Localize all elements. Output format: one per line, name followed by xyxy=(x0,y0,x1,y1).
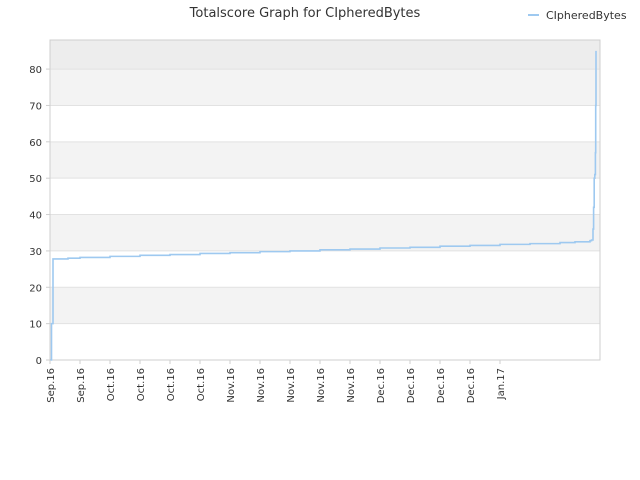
x-tick-label: Dec.16 xyxy=(466,368,477,403)
x-tick-label: Nov.16 xyxy=(256,368,267,403)
x-tick-label: Oct.16 xyxy=(166,368,177,401)
y-tick-label: 70 xyxy=(29,101,42,112)
plot-band xyxy=(50,287,600,324)
x-tick-label: Sep.16 xyxy=(76,368,87,403)
y-tick-label: 20 xyxy=(29,283,42,294)
x-tick-label: Sep.16 xyxy=(46,368,57,403)
plot-border xyxy=(49,39,601,361)
y-tick-label: 0 xyxy=(36,356,42,367)
plot-bands xyxy=(50,40,600,360)
x-tick-label: Nov.16 xyxy=(346,368,357,403)
chart-title: Totalscore Graph for CIpheredBytes xyxy=(189,6,421,21)
series-line xyxy=(50,50,597,361)
x-tick-label: Jan.17 xyxy=(496,368,507,400)
x-tick-label: Nov.16 xyxy=(226,368,237,403)
plot-band xyxy=(50,214,600,251)
x-tick-label: Dec.16 xyxy=(436,368,447,403)
plot-band xyxy=(50,323,600,360)
legend-label: CIpheredBytes xyxy=(546,9,627,22)
y-tick-label: 40 xyxy=(29,211,42,222)
x-axis-ticks: Sep.16 Sep.16 Oct.16 Oct.16 Oct.16 Oct.16 Nov.… xyxy=(46,360,507,403)
plot-band xyxy=(50,105,600,142)
plot-band xyxy=(50,40,600,70)
y-tick-label: 50 xyxy=(29,174,42,185)
y-axis-ticks: 0 10 20 30 40 50 60 70 80 xyxy=(29,65,50,367)
y-tick-label: 80 xyxy=(29,65,42,76)
plot-band xyxy=(50,69,600,106)
plot-band xyxy=(50,178,600,215)
x-tick-label: Dec.16 xyxy=(406,368,417,403)
plot-band xyxy=(50,250,600,288)
legend[interactable]: CIpheredBytes xyxy=(528,9,627,22)
x-tick-label: Oct.16 xyxy=(196,368,207,401)
x-tick-label: Dec.16 xyxy=(376,368,387,403)
y-tick-label: 10 xyxy=(29,320,42,331)
y-tick-label: 30 xyxy=(29,247,42,258)
x-tick-label: Oct.16 xyxy=(106,368,117,401)
plot-band xyxy=(50,141,600,179)
x-tick-label: Oct.16 xyxy=(136,368,147,401)
series-layer xyxy=(50,50,597,361)
x-tick-label: Nov.16 xyxy=(286,368,297,403)
y-tick-label: 60 xyxy=(29,138,42,149)
plot-frame xyxy=(49,39,601,361)
x-tick-label: Nov.16 xyxy=(316,368,327,403)
